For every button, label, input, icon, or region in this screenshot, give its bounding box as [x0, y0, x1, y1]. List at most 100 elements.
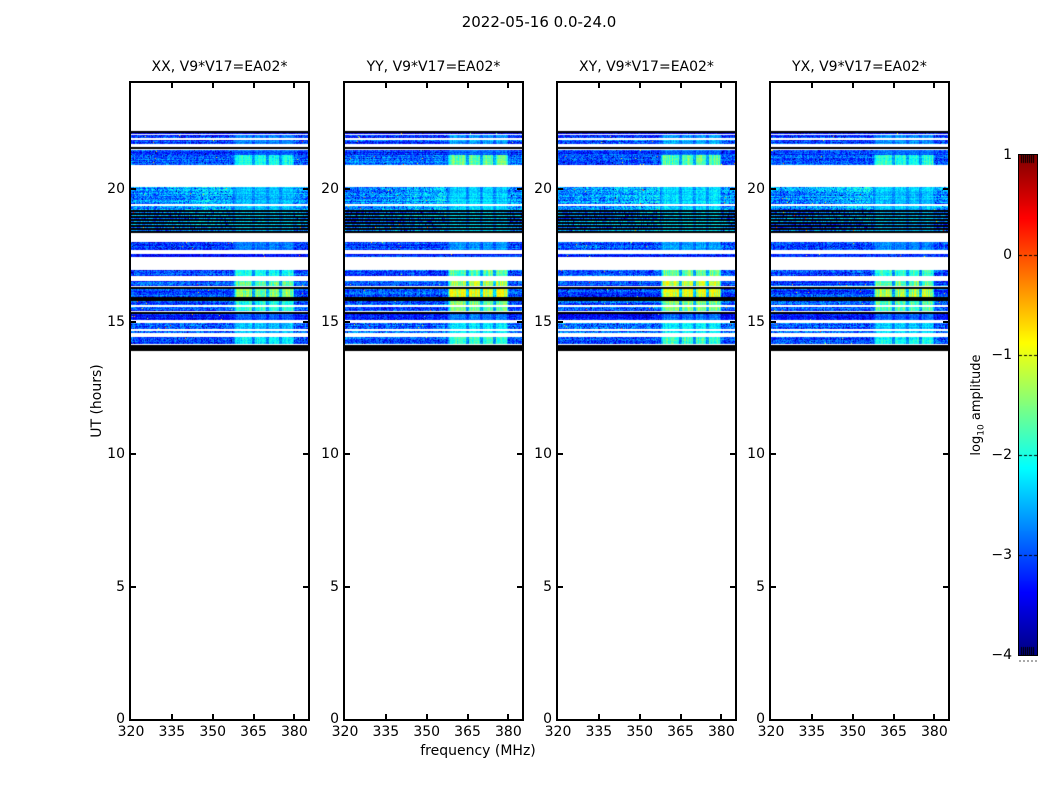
x-axis-tick	[507, 83, 510, 88]
x-axis-tick	[679, 714, 682, 719]
x-axis-label: frequency (MHz)	[420, 743, 536, 759]
x-axis-tick	[211, 714, 214, 719]
y-axis-tick	[730, 453, 735, 455]
x-tick-label: 335	[372, 724, 400, 740]
y-axis-tick	[517, 320, 522, 323]
x-axis-tick	[507, 714, 510, 719]
y-axis-tick	[303, 188, 308, 190]
x-tick-label: 365	[880, 724, 907, 740]
x-tick-label: 380	[495, 724, 522, 740]
x-axis-tick	[597, 714, 600, 719]
x-axis-tick	[211, 83, 214, 88]
spectrogram-canvas-xy	[558, 83, 735, 719]
y-axis-tick	[517, 188, 522, 190]
x-axis-tick	[252, 83, 255, 88]
y-axis-tick	[771, 188, 776, 190]
y-tick-label: 0	[756, 711, 765, 727]
colorbar-tick-label: −3	[991, 547, 1012, 563]
y-tick-label: 10	[534, 446, 552, 462]
x-axis-tick	[638, 714, 641, 719]
y-tick-label: 5	[330, 578, 339, 595]
y-tick-label: 15	[107, 313, 125, 330]
spectrogram-canvas-yx	[771, 83, 948, 719]
y-tick-label: 5	[756, 578, 765, 595]
x-tick-label: 365	[454, 724, 481, 740]
x-tick-label: 320	[117, 724, 145, 740]
y-axis-tick	[771, 585, 776, 588]
spectrogram-canvas-yy	[345, 83, 522, 719]
y-tick-label: 5	[543, 578, 552, 595]
y-axis-tick	[303, 585, 308, 588]
figure-title: 2022-05-16 0.0-24.0	[461, 13, 617, 31]
y-axis-tick	[730, 188, 735, 190]
x-axis-tick	[252, 714, 255, 719]
colorbar-tick-label: 0	[1003, 247, 1012, 263]
y-tick-label: 20	[747, 181, 765, 197]
y-axis-tick	[943, 188, 948, 190]
x-axis-tick	[293, 83, 296, 88]
y-axis-tick	[730, 585, 735, 588]
colorbar-tick-label: −2	[991, 447, 1012, 463]
x-tick-label: 380	[708, 724, 735, 740]
y-tick-label: 10	[107, 446, 125, 462]
x-axis-tick	[384, 714, 387, 719]
panel-title-xx: XX, V9*V17=EA02*	[151, 59, 288, 75]
y-axis-tick	[345, 320, 350, 323]
y-tick-label: 20	[107, 181, 125, 197]
x-tick-label: 380	[281, 724, 308, 740]
x-axis-tick	[638, 83, 641, 88]
x-axis-tick	[466, 714, 469, 719]
panel-title-yy: YY, V9*V17=EA02*	[366, 59, 501, 75]
x-axis-tick	[933, 83, 936, 88]
x-axis-tick	[425, 83, 428, 88]
x-axis-tick	[851, 714, 854, 719]
x-tick-label: 380	[921, 724, 948, 740]
x-axis-tick	[170, 714, 173, 719]
x-tick-label: 335	[158, 724, 186, 740]
y-tick-label: 10	[747, 446, 765, 462]
x-axis-tick	[933, 714, 936, 719]
y-axis-tick	[771, 453, 776, 455]
y-tick-label: 10	[321, 446, 339, 462]
y-axis-tick	[303, 320, 308, 323]
y-axis-tick	[345, 188, 350, 190]
x-axis-tick	[892, 83, 895, 88]
y-axis-tick	[771, 320, 776, 323]
y-axis-tick	[517, 453, 522, 455]
colorbar-tick-label: −1	[991, 347, 1012, 363]
y-axis-tick	[558, 453, 563, 455]
x-tick-label: 350	[413, 724, 441, 740]
y-axis-tick	[943, 320, 948, 323]
y-axis-tick	[303, 453, 308, 455]
colorbar-dotted-edge	[1019, 660, 1037, 662]
y-axis-tick	[345, 585, 350, 588]
x-tick-label: 335	[798, 724, 826, 740]
x-axis-tick	[892, 714, 895, 719]
x-tick-label: 320	[331, 724, 359, 740]
x-tick-label: 350	[199, 724, 227, 740]
x-tick-label: 335	[585, 724, 613, 740]
x-tick-label: 320	[757, 724, 785, 740]
x-tick-label: 365	[240, 724, 267, 740]
y-tick-label: 15	[534, 313, 552, 330]
y-axis-tick	[131, 585, 136, 588]
y-axis-tick	[730, 320, 735, 323]
y-axis-tick	[943, 585, 948, 588]
x-axis-tick	[293, 714, 296, 719]
y-axis-tick	[558, 585, 563, 588]
y-axis-tick	[345, 453, 350, 455]
y-tick-label: 15	[321, 313, 339, 330]
x-tick-label: 350	[626, 724, 654, 740]
panel-yx	[769, 81, 950, 721]
y-tick-label: 0	[543, 711, 552, 727]
y-tick-label: 20	[321, 181, 339, 197]
x-axis-tick	[170, 83, 173, 88]
y-axis-tick	[517, 585, 522, 588]
x-tick-label: 350	[839, 724, 867, 740]
x-tick-label: 320	[544, 724, 572, 740]
x-axis-tick	[720, 83, 723, 88]
colorbar-label: log10 amplitude	[969, 354, 987, 456]
y-tick-label: 20	[534, 181, 552, 197]
colorbar-canvas	[1019, 155, 1037, 655]
